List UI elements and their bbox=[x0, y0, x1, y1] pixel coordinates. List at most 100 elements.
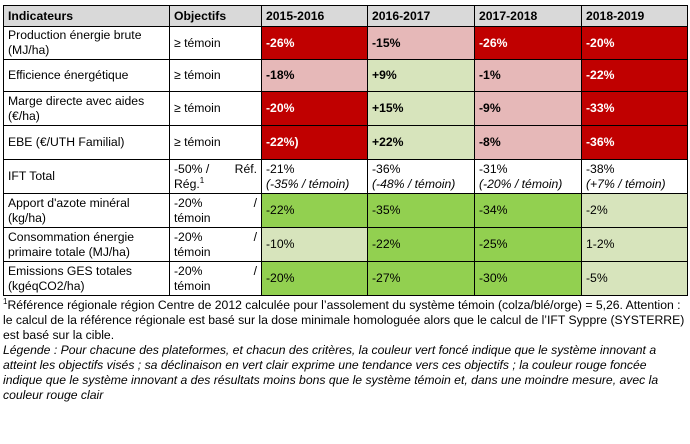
objective-line: témoin bbox=[174, 278, 211, 293]
objective-line: témoin bbox=[174, 244, 211, 259]
objective-cell: ≥ témoin bbox=[169, 91, 262, 126]
value-cell: +15% bbox=[367, 91, 475, 126]
indicator-line: Production énergie brute bbox=[8, 28, 142, 42]
ift-value: -21% bbox=[266, 161, 295, 176]
indicator-line: (kg/ha) bbox=[8, 210, 46, 225]
value-cell: -20% bbox=[581, 26, 688, 60]
indicator-line: (kgéqCO2/ha) bbox=[8, 278, 85, 293]
value-cell: -8% bbox=[474, 125, 582, 160]
indicator-cell: Marge directe avec aides (€/ha) bbox=[3, 91, 170, 126]
document: Indicateurs Objectifs 2015-2016 2016-201… bbox=[3, 5, 688, 403]
value-cell: -25% bbox=[474, 227, 582, 262]
value-cell: -22%) bbox=[261, 125, 368, 160]
table-row: Production énergie brute (MJ/ha) ≥ témoi… bbox=[3, 26, 688, 60]
value-cell: -5% bbox=[581, 261, 688, 296]
table-row: Marge directe avec aides (€/ha) ≥ témoin… bbox=[3, 91, 688, 126]
header-indicateurs: Indicateurs bbox=[3, 5, 170, 27]
indicator-line: (€/ha) bbox=[8, 108, 40, 123]
objective-cell: -20% / témoin bbox=[169, 193, 262, 228]
objective-line: Rég. bbox=[174, 176, 200, 191]
indicator-line: Emissions GES totales bbox=[8, 263, 132, 278]
indicator-line: Apport d'azote minéral bbox=[8, 195, 130, 210]
value-cell: -9% bbox=[474, 91, 582, 126]
footnote-text: Référence régionale région Centre de 201… bbox=[3, 298, 685, 342]
legend: Légende : Pour chacune des plateformes, … bbox=[3, 343, 659, 402]
objective-line: -20% bbox=[174, 263, 203, 278]
table-row-ift: IFT Total -50% / Réf. Rég.1 -21% (-35% /… bbox=[3, 159, 688, 194]
table-row: Efficience énergétique ≥ témoin -18% +9%… bbox=[3, 59, 688, 92]
value-cell: -38% (+7% / témoin) bbox=[581, 159, 688, 194]
value-cell: -15% bbox=[367, 26, 475, 60]
ift-value: -36% bbox=[372, 161, 401, 176]
value-cell: -22% bbox=[367, 227, 475, 262]
ift-subvalue: (-20% / témoin) bbox=[479, 176, 563, 191]
indicator-cell: Emissions GES totales (kgéqCO2/ha) bbox=[3, 261, 170, 296]
footnote-mark: 1 bbox=[3, 296, 8, 306]
ift-subvalue: (+7% / témoin) bbox=[586, 176, 666, 191]
ift-value: -38% bbox=[586, 161, 615, 176]
value-cell: -22% bbox=[261, 193, 368, 228]
notes: 1Référence régionale région Centre de 20… bbox=[3, 296, 687, 403]
value-cell: -36% (-48% / témoin) bbox=[367, 159, 475, 194]
value-cell: -2% bbox=[581, 193, 688, 228]
value-cell: -26% bbox=[474, 26, 582, 60]
value-cell: -36% bbox=[581, 125, 688, 160]
objective-cell: ≥ témoin bbox=[169, 59, 262, 92]
ift-value: -31% bbox=[479, 161, 508, 176]
value-cell: -20% bbox=[261, 261, 368, 296]
table-row: EBE (€/UTH Familial) ≥ témoin -22%) +22%… bbox=[3, 125, 688, 160]
value-cell: -33% bbox=[581, 91, 688, 126]
table-row: Consommation énergie primaire totale (MJ… bbox=[3, 227, 688, 262]
ift-subvalue: (-48% / témoin) bbox=[372, 176, 456, 191]
header-2018-2019: 2018-2019 bbox=[581, 5, 688, 27]
indicator-line: Consommation énergie bbox=[8, 229, 135, 244]
indicator-line: EBE (€/UTH Familial) bbox=[8, 135, 125, 149]
header-2015-2016: 2015-2016 bbox=[261, 5, 368, 27]
objective-line: -20% bbox=[174, 229, 203, 244]
value-cell: -31% (-20% / témoin) bbox=[474, 159, 582, 194]
header-2016-2017: 2016-2017 bbox=[367, 5, 475, 27]
objective-cell: ≥ témoin bbox=[169, 125, 262, 160]
value-cell: +22% bbox=[367, 125, 475, 160]
indicator-line: primaire totale (MJ/ha) bbox=[8, 244, 130, 259]
footnote-ref: 1 bbox=[199, 175, 205, 185]
indicator-cell: Production énergie brute (MJ/ha) bbox=[3, 26, 170, 60]
footnote: 1Référence régionale région Centre de 20… bbox=[3, 296, 687, 343]
value-cell: -34% bbox=[474, 193, 582, 228]
indicator-line: Marge directe avec aides bbox=[8, 93, 145, 108]
value-cell: -1% bbox=[474, 59, 582, 92]
value-cell: -30% bbox=[474, 261, 582, 296]
objective-cell: -20% / témoin bbox=[169, 227, 262, 262]
objective-line: -50% / bbox=[174, 161, 210, 176]
table-row: Emissions GES totales (kgéqCO2/ha) -20% /… bbox=[3, 261, 688, 296]
value-cell: -35% bbox=[367, 193, 475, 228]
indicator-line: (MJ/ha) bbox=[8, 43, 50, 57]
value-cell: -20% bbox=[261, 91, 368, 126]
indicator-cell: IFT Total bbox=[3, 159, 170, 194]
objective-line: Réf. bbox=[234, 161, 257, 176]
header-2017-2018: 2017-2018 bbox=[474, 5, 582, 27]
value-cell: -22% bbox=[581, 59, 688, 92]
value-cell: -18% bbox=[261, 59, 368, 92]
value-cell: -10% bbox=[261, 227, 368, 262]
value-cell: 1-2% bbox=[581, 227, 688, 262]
objective-cell: ≥ témoin bbox=[169, 26, 262, 60]
indicator-cell: Apport d'azote minéral (kg/ha) bbox=[3, 193, 170, 228]
indicator-cell: Consommation énergie primaire totale (MJ… bbox=[3, 227, 170, 262]
indicator-cell: EBE (€/UTH Familial) bbox=[3, 125, 170, 160]
header-row: Indicateurs Objectifs 2015-2016 2016-201… bbox=[3, 5, 688, 27]
table-row: Apport d'azote minéral (kg/ha) -20% / tém… bbox=[3, 193, 688, 228]
header-objectifs: Objectifs bbox=[169, 5, 262, 27]
objective-line: -20% bbox=[174, 195, 203, 210]
objective-line: témoin bbox=[174, 210, 211, 225]
value-cell: +9% bbox=[367, 59, 475, 92]
objective-cell: -20% / témoin bbox=[169, 261, 262, 296]
indicator-line: Efficience énergétique bbox=[8, 68, 129, 82]
indicators-table: Indicateurs Objectifs 2015-2016 2016-201… bbox=[3, 5, 688, 296]
objective-cell: -50% / Réf. Rég.1 bbox=[169, 159, 262, 194]
value-cell: -27% bbox=[367, 261, 475, 296]
ift-subvalue: (-35% / témoin) bbox=[266, 176, 350, 191]
indicator-cell: Efficience énergétique bbox=[3, 59, 170, 92]
value-cell: -26% bbox=[261, 26, 368, 60]
value-cell: -21% (-35% / témoin) bbox=[261, 159, 368, 194]
